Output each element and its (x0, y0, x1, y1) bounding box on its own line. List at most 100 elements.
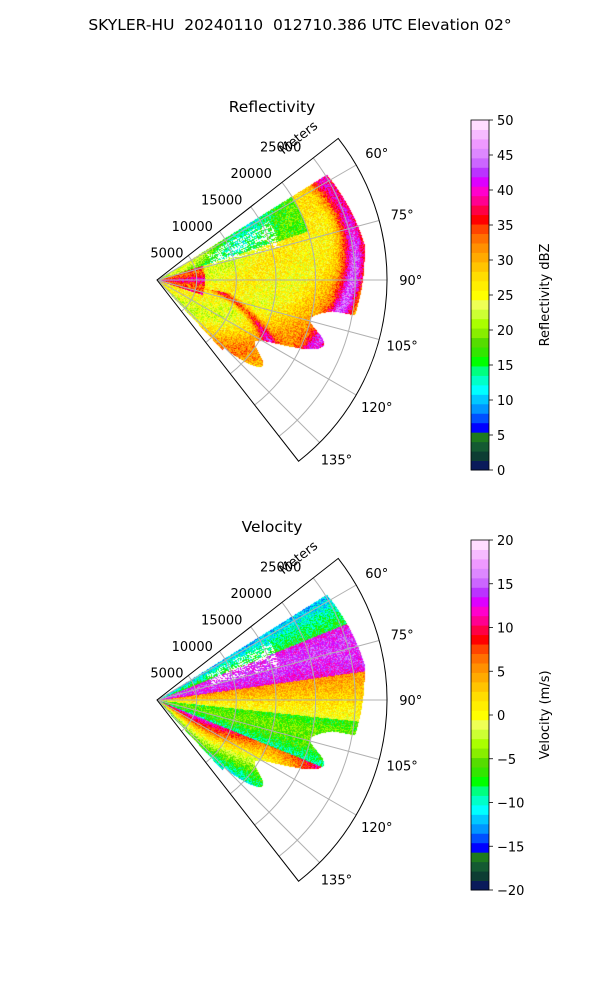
colorbar-swatch (471, 157, 489, 168)
colorbar-swatch (471, 785, 489, 796)
colorbar: 0 5 10 15 20 25 30 35 40 45 50 Reflectivity dBZ (470, 114, 553, 479)
colorbar-swatch (471, 823, 489, 834)
colorbar-swatch (471, 347, 489, 357)
colorbar-swatch (471, 375, 489, 386)
colorbar-swatch (471, 394, 489, 405)
colorbar-swatch (471, 719, 489, 730)
colorbar-swatch (471, 242, 489, 253)
azimuth-spoke (156, 699, 357, 816)
colorbar-swatch (471, 195, 489, 206)
colorbar-tick-label: 15 (497, 359, 514, 374)
sector-frame (156, 137, 388, 462)
panel-title: Reflectivity (229, 98, 316, 116)
range-tick-label: 5000 (150, 666, 183, 681)
colorbar-swatch (471, 653, 489, 664)
colorbar-swatch (471, 328, 489, 339)
colorbar-swatch (471, 129, 489, 140)
colorbar-swatch (471, 710, 489, 721)
range-ring (181, 675, 198, 732)
colorbar-swatch (471, 672, 489, 683)
colorbar-swatch (471, 776, 489, 787)
azimuth-tick-label: 135° (321, 873, 352, 888)
range-ring (229, 626, 277, 795)
colorbar-swatch (471, 451, 489, 462)
range-tick-label: 25000 (260, 560, 301, 575)
colorbar-swatch (471, 403, 489, 414)
colorbar-swatch (471, 644, 489, 655)
range-tick-label: 15000 (201, 193, 242, 208)
colorbar-label: Reflectivity dBZ (538, 244, 553, 347)
colorbar-swatch (471, 577, 489, 588)
azimuth-spoke (156, 584, 357, 701)
colorbar-swatch (471, 224, 489, 235)
colorbar-tick-label: 45 (497, 149, 514, 164)
azimuth-tick-label: 135° (321, 453, 352, 468)
azimuth-spoke (156, 164, 357, 281)
colorbar-swatch (471, 814, 489, 825)
colorbar-swatch (471, 804, 489, 815)
range-tick-label: 20000 (231, 587, 272, 602)
range-tick-label: 10000 (172, 640, 213, 655)
colorbar-swatch (471, 757, 489, 768)
colorbar-tick-label: 30 (497, 254, 514, 269)
colorbar-swatch (471, 413, 489, 424)
range-ring (205, 230, 237, 343)
colorbar-swatch (471, 852, 489, 863)
figure-title: SKYLER-HU 20240110 012710.386 UTC Elevat… (88, 16, 512, 34)
colorbar-swatch (471, 681, 489, 692)
colorbar-swatch (471, 568, 489, 579)
colorbar-swatch (471, 861, 489, 872)
colorbar-swatch (471, 167, 489, 178)
colorbar-swatch (471, 871, 489, 882)
colorbar-swatch (471, 138, 489, 149)
colorbar-tick-label: 20 (497, 324, 514, 339)
colorbar-swatch (471, 148, 489, 159)
colorbar-swatch (471, 318, 489, 329)
colorbar-swatch (471, 596, 489, 607)
azimuth-tick-label: 105° (386, 760, 417, 775)
colorbar-swatch (471, 615, 489, 626)
range-ring (254, 602, 317, 826)
colorbar-tick-label: 5 (497, 429, 505, 444)
panel-title: Velocity (242, 518, 303, 536)
azimuth-spoke (156, 699, 380, 761)
colorbar-tick-label: −10 (497, 797, 524, 812)
colorbar-swatch (471, 540, 489, 550)
azimuth-tick-label: 90° (399, 274, 422, 289)
colorbar-swatch (471, 558, 489, 569)
azimuth-tick-label: 75° (391, 208, 414, 223)
colorbar-swatch (471, 842, 489, 853)
colorbar-swatch (471, 233, 489, 244)
colorbar-swatch (471, 441, 489, 452)
colorbar-swatch (471, 432, 489, 443)
colorbar-swatch (471, 280, 489, 291)
range-tick-label: 25000 (260, 140, 301, 155)
range-tick-label: 20000 (231, 167, 272, 182)
azimuth-spoke (156, 219, 380, 281)
colorbar-swatch (471, 271, 489, 282)
colorbar-swatch (471, 748, 489, 759)
colorbar-swatch (471, 700, 489, 711)
range-ring (254, 182, 317, 406)
colorbar-tick-label: 10 (497, 394, 514, 409)
colorbar-swatch (471, 120, 489, 130)
colorbar-swatch (471, 365, 489, 376)
colorbar-swatch (471, 691, 489, 702)
colorbar-tick-label: 0 (497, 709, 505, 724)
azimuth-tick-label: 60° (365, 147, 388, 162)
azimuth-spoke (156, 699, 320, 863)
colorbar-swatch (471, 738, 489, 749)
azimuth-tick-label: 120° (361, 401, 392, 416)
range-ring (181, 255, 198, 312)
colorbar-swatch (471, 384, 489, 395)
colorbar-tick-label: −15 (497, 840, 524, 855)
colorbar-tick-label: 35 (497, 219, 514, 234)
colorbar-label: Velocity (m/s) (538, 670, 553, 759)
range-ring (278, 577, 356, 857)
range-tick-label: 10000 (172, 220, 213, 235)
colorbar: −20 −15 −10 −5 0 5 10 15 20 Velocity (m/s) (470, 534, 553, 899)
azimuth-tick-label: 75° (391, 628, 414, 643)
colorbar-swatch (471, 880, 489, 891)
azimuth-spoke (156, 279, 380, 341)
range-tick-label: 5000 (150, 246, 183, 261)
